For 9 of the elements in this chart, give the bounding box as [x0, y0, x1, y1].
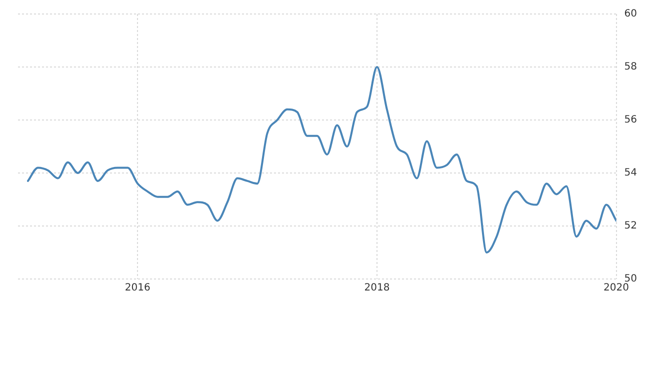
y-tick-label: 52: [624, 220, 638, 232]
y-tick-label: 54: [624, 168, 638, 179]
y-tick-label: 58: [624, 62, 638, 73]
x-tick-label: 2018: [364, 282, 390, 294]
x-tick-label: 2020: [604, 282, 629, 294]
x-tick-label: 2016: [124, 282, 150, 294]
y-tick-label: 60: [624, 8, 638, 20]
line-series: [26, 66, 616, 254]
y-tick-label: 56: [624, 114, 638, 126]
